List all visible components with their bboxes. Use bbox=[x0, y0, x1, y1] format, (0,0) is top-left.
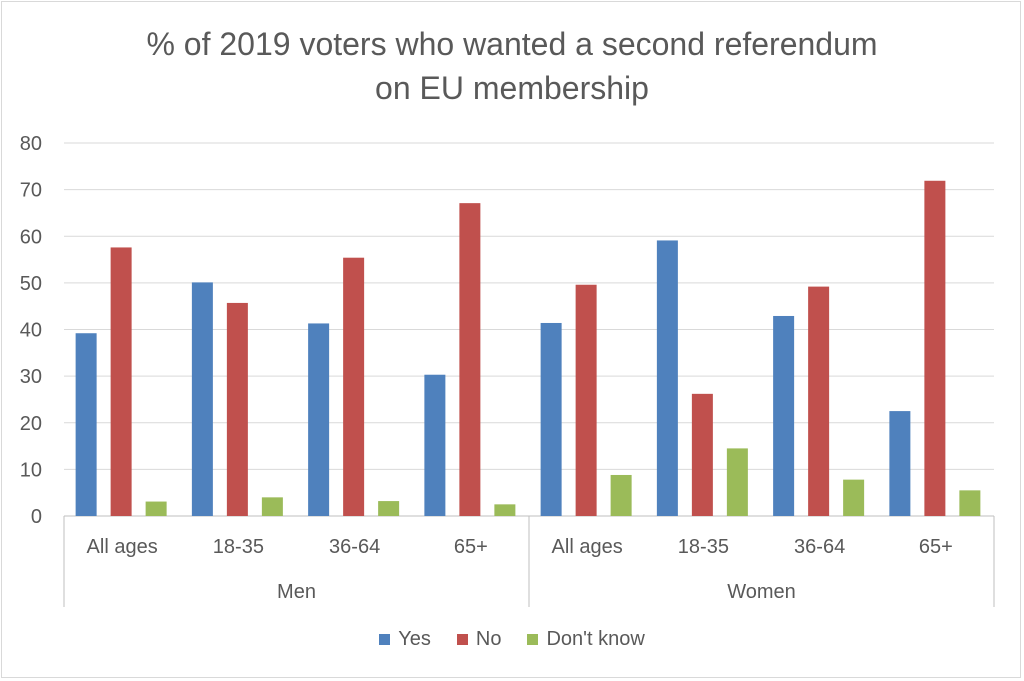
bar-no-0 bbox=[110, 247, 132, 516]
legend-item-no: No bbox=[456, 628, 502, 651]
bar-no-4 bbox=[575, 284, 597, 516]
bar-don-t-know-3 bbox=[494, 504, 516, 516]
x-tick-label-3: 65+ bbox=[454, 536, 488, 558]
x-tick-label-6: 36-64 bbox=[794, 536, 845, 558]
chart-title-line-2: on EU membership bbox=[375, 70, 649, 106]
y-tick-label-0: 0 bbox=[31, 506, 42, 528]
bar-don-t-know-4 bbox=[610, 474, 632, 516]
y-tick-label-80: 80 bbox=[20, 133, 42, 155]
legend-label-yes: Yes bbox=[398, 628, 431, 650]
legend-swatch-dont-know bbox=[527, 634, 539, 645]
bar-yes-4 bbox=[540, 322, 562, 516]
y-tick-label-60: 60 bbox=[20, 226, 42, 248]
bar-yes-0 bbox=[75, 333, 97, 516]
y-tick-label-40: 40 bbox=[20, 320, 42, 342]
bar-yes-6 bbox=[773, 315, 795, 516]
bar-yes-7 bbox=[889, 411, 911, 516]
bar-no-6 bbox=[808, 286, 830, 516]
y-tick-label-50: 50 bbox=[20, 273, 42, 295]
x-tick-label-2: 36-64 bbox=[329, 536, 380, 558]
y-tick-label-20: 20 bbox=[20, 413, 42, 435]
bar-yes-2 bbox=[308, 323, 330, 516]
group-label-women: Women bbox=[727, 581, 796, 603]
bar-don-t-know-6 bbox=[843, 479, 865, 516]
y-tick-label-70: 70 bbox=[20, 180, 42, 202]
legend-label-no: No bbox=[475, 628, 502, 650]
legend-item-yes: Yes bbox=[379, 628, 431, 651]
bar-don-t-know-7 bbox=[959, 490, 981, 516]
x-tick-label-4: All ages bbox=[552, 536, 623, 558]
legend-swatch-no bbox=[456, 634, 468, 645]
legend-swatch-yes bbox=[379, 634, 391, 645]
bar-no-1 bbox=[226, 302, 248, 516]
chart-title-line-1: % of 2019 voters who wanted a second ref… bbox=[146, 26, 878, 62]
bar-don-t-know-5 bbox=[726, 448, 748, 516]
bar-yes-5 bbox=[656, 240, 678, 517]
bar-don-t-know-0 bbox=[145, 501, 167, 516]
legend: Yes No Don't know bbox=[0, 628, 1024, 651]
x-tick-label-0: All ages bbox=[87, 536, 158, 558]
x-tick-label-1: 18-35 bbox=[213, 536, 264, 558]
bar-no-3 bbox=[459, 203, 481, 517]
x-tick-label-7: 65+ bbox=[919, 536, 953, 558]
bar-no-2 bbox=[343, 257, 365, 516]
y-tick-label-30: 30 bbox=[20, 366, 42, 388]
y-tick-label-10: 10 bbox=[20, 459, 42, 481]
bar-yes-3 bbox=[424, 374, 446, 516]
legend-item-dont-know: Don't know bbox=[527, 628, 645, 651]
bar-yes-1 bbox=[191, 282, 213, 516]
bar-no-7 bbox=[924, 180, 946, 517]
group-label-men: Men bbox=[277, 581, 316, 603]
x-tick-label-5: 18-35 bbox=[678, 536, 729, 558]
bar-don-t-know-1 bbox=[261, 497, 283, 516]
legend-label-dont-know: Don't know bbox=[546, 628, 645, 650]
bar-don-t-know-2 bbox=[378, 501, 400, 516]
bar-no-5 bbox=[691, 393, 713, 516]
